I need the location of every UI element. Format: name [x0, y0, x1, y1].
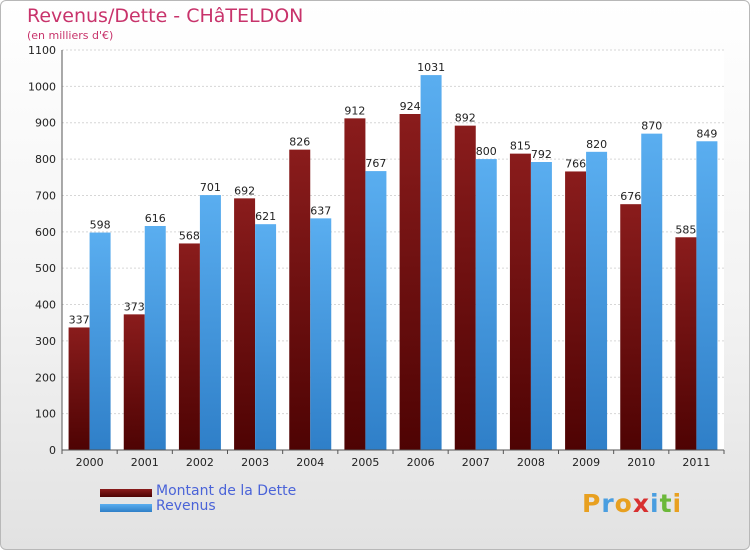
- value-label: 701: [200, 181, 221, 194]
- bar-dette: [68, 327, 90, 450]
- bar-dette: [234, 198, 256, 450]
- y-tick-label: 600: [35, 226, 56, 239]
- plot-area: [62, 50, 724, 450]
- value-label: 870: [641, 120, 662, 133]
- legend-label-dette: Montant de la Dette: [156, 483, 297, 499]
- x-tick-label: 2007: [462, 456, 490, 469]
- x-tick-label: 2008: [517, 456, 545, 469]
- bar-revenus: [696, 141, 718, 451]
- value-label: 849: [696, 127, 717, 140]
- value-label: 692: [234, 184, 255, 197]
- legend-swatch-dette: [100, 489, 152, 497]
- x-tick-label: 2009: [572, 456, 600, 469]
- value-label: 616: [145, 212, 166, 225]
- y-tick-label: 900: [35, 117, 56, 130]
- chart-subtitle: (en milliers d'€): [27, 29, 114, 42]
- bar-dette: [509, 153, 531, 451]
- bar-dette: [565, 171, 587, 451]
- bars: [68, 75, 718, 451]
- bar-revenus: [310, 218, 332, 450]
- y-tick-label: 0: [49, 444, 56, 457]
- x-tick-label: 2002: [186, 456, 214, 469]
- bar-dette: [399, 114, 421, 450]
- x-tick-label: 2006: [407, 456, 435, 469]
- x-tick-label: 2011: [682, 456, 710, 469]
- bar-revenus: [255, 224, 277, 450]
- y-tick-label: 1000: [28, 80, 56, 93]
- value-label: 767: [365, 157, 386, 170]
- y-tick-label: 200: [35, 371, 56, 384]
- logo-letter: P: [582, 489, 602, 518]
- y-tick-label: 400: [35, 299, 56, 312]
- axes: 0 100 200 300 400 500 600 700 800 900 1000 1100 2000…: [28, 44, 725, 469]
- logo-letter: o: [614, 489, 633, 518]
- bar-dette: [178, 243, 200, 450]
- logo-letter: i: [672, 489, 683, 518]
- value-label: 621: [255, 210, 276, 223]
- logo-letter: x: [632, 489, 650, 518]
- legend-swatch-revenus: [100, 504, 152, 512]
- value-label: 792: [531, 148, 552, 161]
- value-label: 585: [675, 223, 696, 236]
- bar-revenus: [530, 162, 552, 450]
- value-label: 598: [90, 219, 111, 232]
- value-label: 637: [310, 204, 331, 217]
- bar-revenus: [144, 226, 166, 450]
- y-tick-label: 700: [35, 189, 56, 202]
- x-tick-label: 2003: [241, 456, 269, 469]
- bar-revenus: [89, 232, 111, 450]
- value-label: 815: [510, 140, 531, 153]
- value-label: 800: [476, 145, 497, 158]
- x-tick-label: 2000: [76, 456, 104, 469]
- bar-revenus: [475, 159, 497, 450]
- logo-letter: i: [650, 489, 660, 518]
- value-label: 373: [124, 300, 145, 313]
- proxiti-logo: Proxiti: [582, 489, 682, 518]
- logo-letter: r: [601, 489, 615, 518]
- y-tick-label: 800: [35, 153, 56, 166]
- y-tick-label: 100: [35, 408, 56, 421]
- value-label: 337: [69, 313, 90, 326]
- bar-dette: [344, 118, 366, 450]
- value-label: 820: [586, 138, 607, 151]
- bar-dette: [289, 149, 311, 451]
- value-label: 1031: [417, 61, 445, 74]
- bar-revenus: [199, 195, 221, 450]
- value-label: 766: [565, 157, 586, 170]
- legend-label-revenus: Revenus: [156, 498, 216, 514]
- y-tick-label: 300: [35, 335, 56, 348]
- value-label: 568: [179, 229, 200, 242]
- logo-letter: t: [659, 489, 673, 518]
- value-label: 676: [620, 190, 641, 203]
- bar-dette: [454, 125, 476, 451]
- bar-revenus: [420, 75, 442, 450]
- y-tick-label: 1100: [28, 44, 56, 57]
- x-tick-label: 2005: [351, 456, 379, 469]
- x-tick-label: 2001: [131, 456, 159, 469]
- grid-lines: [62, 49, 724, 451]
- value-label: 826: [289, 136, 310, 149]
- value-label: 912: [344, 104, 365, 117]
- chart-title: Revenus/Dette - CHâTELDON: [27, 5, 304, 27]
- value-label: 892: [455, 112, 476, 125]
- bar-dette: [620, 204, 642, 450]
- bar-dette: [675, 237, 697, 450]
- bar-revenus: [365, 171, 387, 450]
- bar-revenus: [586, 151, 608, 450]
- x-tick-label: 2004: [296, 456, 324, 469]
- y-tick-label: 500: [35, 262, 56, 275]
- bar-revenus: [641, 133, 663, 451]
- x-tick-label: 2010: [627, 456, 655, 469]
- bar-dette: [123, 314, 145, 450]
- value-label: 924: [400, 100, 421, 113]
